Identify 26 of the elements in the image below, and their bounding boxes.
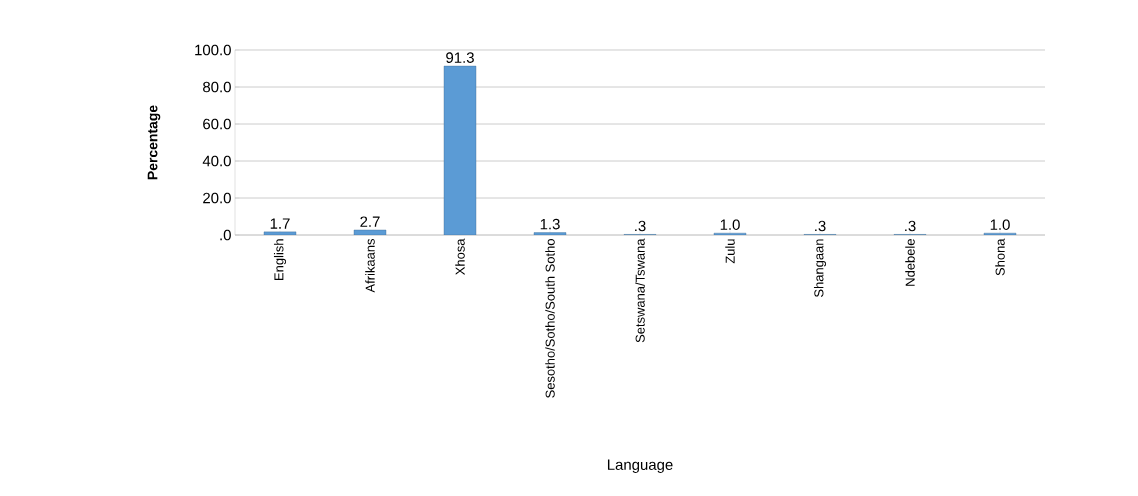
data-label: .3 [905,220,916,232]
x-tick-label: Xhosa [455,238,465,275]
data-label: 1.7 [270,218,290,229]
x-tick-label: Sesotho/Sotho/South Sotho [545,239,555,398]
data-label: 1.3 [540,218,560,230]
y-tick-label: 80.0 [203,81,231,93]
x-tick-label: English [273,239,287,280]
x-tick-label: Shangaan [813,239,827,297]
y-tick-label: 100.0 [195,44,231,56]
data-label: 91.3 [446,52,474,63]
data-label: 1.0 [990,219,1010,230]
y-tick-label: 20.0 [203,192,231,204]
data-label: 2.7 [360,216,380,227]
x-tick-label: Shona [995,238,1005,276]
y-tick-label: .0 [220,229,231,241]
x-axis-title: Language [607,459,673,473]
data-label: .3 [815,220,826,232]
y-axis-title: Percentage [147,105,161,180]
x-tick-label: Zulu [725,239,735,264]
x-tick-label: Afrikaans [365,238,375,293]
data-label: 1.0 [720,219,740,230]
x-tick-label: Ndebele [905,239,915,286]
y-tick-label: 40.0 [202,155,231,167]
x-tick-label: Setswana/Tswana [635,238,645,343]
data-label: .3 [635,220,646,232]
y-tick-label: 60.0 [203,118,231,130]
